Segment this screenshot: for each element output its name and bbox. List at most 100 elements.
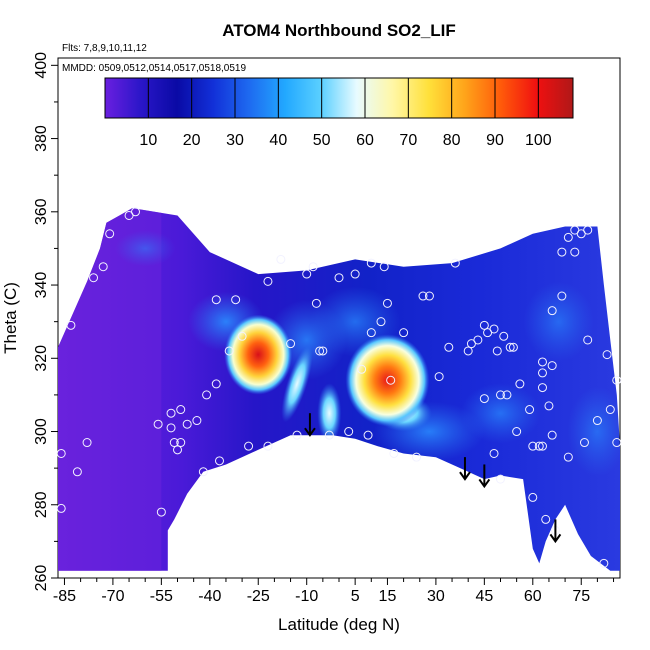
observation-point: [366, 258, 376, 268]
observation-point: [583, 335, 593, 345]
observation-point: [176, 438, 186, 448]
y-tick-label: 260: [33, 565, 50, 592]
observation-point: [386, 375, 396, 385]
observation-point: [489, 448, 499, 458]
observation-point: [473, 335, 483, 345]
y-tick-label: 380: [33, 125, 50, 152]
blue-region: [567, 386, 620, 477]
colorbar-tick-label: 100: [525, 132, 552, 149]
observation-point: [389, 448, 399, 458]
observation-point: [382, 298, 392, 308]
observation-point: [166, 423, 176, 433]
observation-point: [89, 273, 99, 283]
observation-point: [56, 503, 66, 513]
observation-point: [276, 254, 286, 264]
y-tick-label: 360: [33, 198, 50, 225]
observation-point: [579, 438, 589, 448]
observation-point: [153, 419, 163, 429]
observation-point: [505, 342, 515, 352]
colorbar-tick-label: 90: [486, 132, 504, 149]
observation-point: [211, 379, 221, 389]
observation-point: [544, 401, 554, 411]
observation-points: [56, 207, 622, 568]
observation-point: [563, 232, 573, 242]
observation-point: [557, 247, 567, 257]
observation-point: [399, 328, 409, 338]
colorbar-tick-label: 50: [313, 132, 331, 149]
colorbar-tick-label: 40: [269, 132, 287, 149]
observation-point: [537, 441, 547, 451]
observation-point: [176, 405, 186, 415]
observation-point: [537, 368, 547, 378]
observation-point: [444, 342, 454, 352]
observation-point: [463, 346, 473, 356]
observation-point: [350, 269, 360, 279]
x-tick-label: 60: [524, 588, 542, 605]
colorbar-gradient: [104, 77, 574, 119]
hotspot-1: [224, 314, 293, 395]
observation-point: [311, 298, 321, 308]
observation-point: [528, 492, 538, 502]
x-axis: -85 -70 -55 -40 -25 -10 5 15 30 45 60 75: [53, 578, 615, 605]
arrow-marker: [459, 457, 471, 481]
y-tick-label: 300: [33, 418, 50, 445]
observation-point: [82, 438, 92, 448]
x-tick-label: 30: [427, 588, 445, 605]
chart-title: ATOM4 Northbound SO2_LIF: [222, 21, 456, 40]
observation-point: [292, 430, 302, 440]
x-tick-label: -25: [247, 588, 270, 605]
observation-point: [528, 441, 538, 451]
observation-point: [263, 441, 273, 451]
observation-point: [602, 350, 612, 360]
observation-point: [495, 390, 505, 400]
observation-point: [357, 364, 367, 374]
x-tick-label: 15: [379, 588, 397, 605]
x-tick-label: 5: [351, 588, 360, 605]
observation-point: [570, 247, 580, 257]
observation-point: [66, 320, 76, 330]
x-axis-label: Latitude (deg N): [278, 615, 400, 634]
colorbar-tick-label: 70: [399, 132, 417, 149]
observation-point: [56, 448, 66, 458]
observation-point: [489, 324, 499, 334]
colorbar-tick-label: 10: [139, 132, 157, 149]
observation-point: [525, 405, 535, 415]
colorbar-tick-label: 60: [356, 132, 374, 149]
observation-point: [515, 379, 525, 389]
observation-point: [324, 430, 334, 440]
observation-point: [479, 394, 489, 404]
y-tick-label: 400: [33, 52, 50, 79]
observation-point: [98, 262, 108, 272]
y-axis: 260 280 300 320 340 360 380 400: [33, 52, 58, 591]
observation-point: [605, 405, 615, 415]
x-tick-label: -40: [198, 588, 221, 605]
observation-point: [366, 328, 376, 338]
flights-note: Flts: 7,8,9,10,11,12: [62, 43, 147, 54]
arrow-marker: [478, 464, 491, 489]
blue-region: [523, 281, 594, 362]
dates-note: MMDD: 0509,0512,0514,0517,0518,0519: [62, 63, 246, 74]
arrow-marker: [549, 519, 562, 544]
observation-point: [131, 207, 141, 217]
pale-streak: [281, 345, 313, 423]
arrow-marker: [304, 413, 316, 437]
observation-point: [308, 262, 318, 272]
observation-point: [105, 229, 115, 239]
observation-point: [173, 445, 183, 455]
observation-point: [302, 269, 312, 279]
observation-point: [237, 331, 247, 341]
observation-point: [563, 452, 573, 462]
observation-point: [334, 273, 344, 283]
observation-point: [499, 331, 509, 341]
observation-point: [224, 346, 234, 356]
x-tick-label: -70: [101, 588, 124, 605]
observation-point: [492, 346, 502, 356]
observation-point: [450, 258, 460, 268]
observation-point: [418, 291, 428, 301]
x-tick-label: -55: [150, 588, 173, 605]
observation-point: [547, 430, 557, 440]
y-tick-label: 340: [33, 272, 50, 299]
observation-point: [263, 276, 273, 286]
observation-point: [376, 317, 386, 327]
